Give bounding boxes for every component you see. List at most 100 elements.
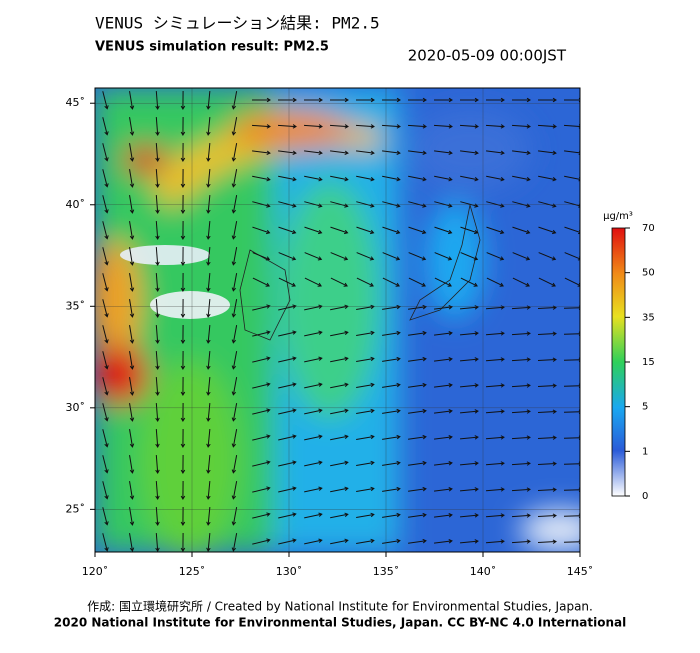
wind-arrow (252, 486, 271, 493)
wind-arrow (180, 246, 186, 266)
wind-arrow (434, 305, 453, 310)
x-tick-label: 125˚ (179, 565, 206, 578)
wind-arrow (485, 331, 505, 336)
wind-arrow (382, 97, 401, 103)
wind-arrow (231, 481, 238, 500)
wind-arrow (459, 409, 479, 414)
wind-arrow (231, 351, 238, 370)
wind-arrow (102, 117, 109, 136)
wind-arrow (278, 408, 297, 415)
wind-arrow (434, 461, 453, 466)
wind-arrow (231, 377, 238, 396)
wind-arrow (231, 221, 238, 240)
wind-arrow (206, 116, 211, 136)
wind-arrow (155, 246, 160, 266)
wind-arrow (155, 220, 160, 240)
wind-arrow (180, 298, 186, 318)
wind-arrow (206, 402, 211, 422)
wind-arrow (434, 277, 452, 287)
wind-arrow (155, 168, 160, 188)
wind-arrow (206, 454, 211, 474)
wind-arrow (180, 220, 186, 240)
wind-arrow (459, 435, 479, 440)
wind-arrow (382, 175, 401, 182)
wind-arrow (129, 351, 135, 370)
wind-arrow (155, 324, 160, 344)
wind-arrow (356, 330, 375, 337)
timestamp: 2020-05-09 00:00JST (408, 47, 567, 65)
wind-arrow (155, 402, 160, 422)
wind-arrow (434, 150, 453, 156)
wind-arrow (460, 252, 479, 261)
wind-arrow (460, 226, 479, 235)
wind-arrow (459, 124, 479, 129)
wind-arrow (459, 357, 479, 362)
wind-arrow (408, 486, 427, 492)
wind-arrow (460, 97, 479, 103)
wind-arrow (407, 124, 427, 129)
wind-arrow (155, 454, 160, 474)
wind-arrow (304, 277, 322, 287)
wind-arrow (304, 252, 323, 261)
wind-arrow (278, 538, 297, 545)
wind-arrow (304, 460, 323, 467)
wind-arrow (486, 252, 505, 261)
wind-arrow (485, 357, 505, 362)
wind-arrow (512, 252, 531, 261)
wind-arrow (512, 150, 531, 156)
wind-arrow (537, 539, 557, 544)
wind-arrow (538, 97, 557, 103)
wind-arrow (485, 513, 505, 518)
colorbar-label: 70 (642, 223, 655, 234)
wind-arrow (356, 382, 375, 389)
wind-arrow (278, 486, 297, 493)
wind-arrow (155, 272, 160, 292)
wind-arrow (511, 539, 531, 544)
wind-arrow (564, 226, 580, 235)
wind-arrow (303, 124, 323, 129)
wind-arrow (129, 273, 135, 292)
wind-arrow (408, 226, 427, 235)
wind-arrow (356, 408, 375, 415)
x-tick-label: 135˚ (373, 565, 400, 578)
wind-arrow (382, 538, 401, 544)
wind-arrow (382, 150, 401, 156)
wind-arrow (382, 408, 401, 414)
wind-arrow (330, 277, 348, 287)
colorbar (611, 227, 626, 497)
wind-arrow (278, 512, 297, 519)
map-field (95, 88, 580, 552)
wind-arrow (459, 331, 479, 336)
wind-arrow (304, 538, 323, 545)
wind-arrow (102, 143, 109, 162)
wind-arrow (180, 506, 186, 526)
wind-arrow (206, 428, 211, 448)
graticule: 120˚ 125˚ 130˚ 135˚ 140˚ 145˚ 25˚ 30˚ 35˚ 40˚ 45˚ (66, 88, 593, 578)
wind-arrow (231, 273, 238, 292)
wind-arrow (180, 402, 186, 422)
wind-arrow (329, 124, 349, 129)
wind-arrow (252, 434, 271, 441)
wind-arrow (382, 330, 401, 336)
wind-arrow (155, 350, 160, 370)
wind-arrow (330, 460, 349, 467)
wind-arrow (206, 324, 211, 344)
wind-arrow (485, 487, 505, 492)
wind-arrow (512, 175, 531, 182)
wind-arrow (356, 434, 375, 441)
wind-arrow (382, 382, 401, 388)
wind-arrow (486, 150, 505, 156)
wind-arrow (278, 175, 297, 182)
wind-arrow (180, 324, 186, 344)
wind-arrow (512, 277, 530, 287)
wind-arrow (537, 331, 557, 336)
wind-arrow (129, 455, 135, 474)
colorbar-unit: μg/m³ (603, 211, 633, 222)
wind-arrow (102, 221, 109, 240)
wind-arrow (434, 435, 453, 440)
wind-arrow (102, 481, 109, 500)
wind-arrow (330, 486, 349, 493)
wind-arrow (434, 539, 453, 544)
wind-arrow (180, 90, 186, 110)
wind-arrow (304, 382, 323, 389)
